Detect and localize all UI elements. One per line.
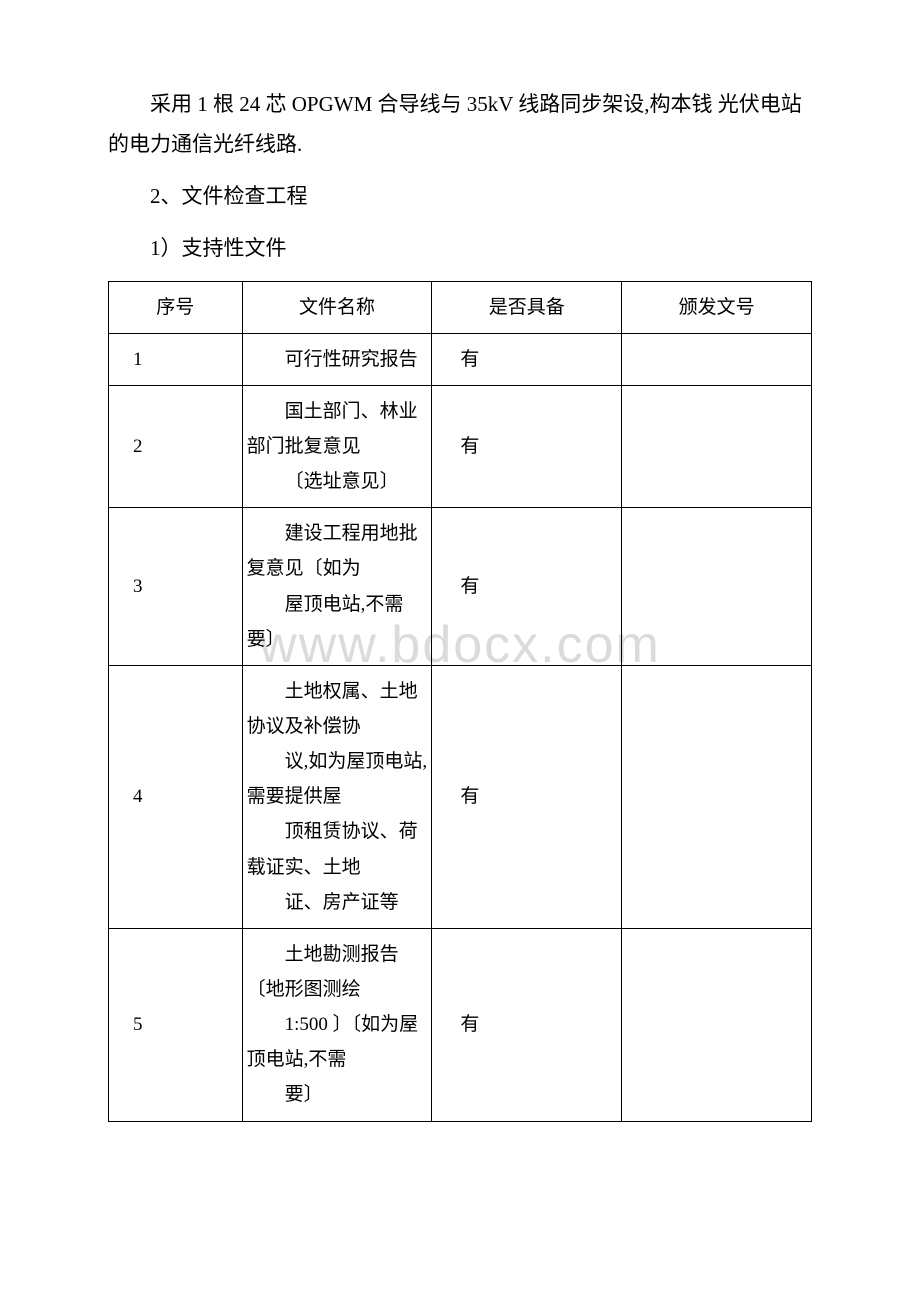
cell-status: 有 [432,385,622,507]
name-part: 屋顶电站,不需要〕 [247,587,428,657]
cell-docnum [622,385,812,507]
cell-status: 有 [432,928,622,1121]
name-part: 证、房产证等 [247,885,428,920]
name-part: 顶租赁协议、荷载证实、土地 [247,814,428,884]
cell-name: 土地勘测报告〔地形图测绘 1:500 〕〔如为屋顶电站,不需 要〕 [242,928,432,1121]
name-part: 国土部门、林业部门批复意见 [247,394,428,464]
header-name: 文件名称 [242,281,432,333]
header-seq: 序号 [109,281,243,333]
table-row: 5 土地勘测报告〔地形图测绘 1:500 〕〔如为屋顶电站,不需 要〕 有 [109,928,812,1121]
cell-seq: 5 [109,928,243,1121]
table-row: 2 国土部门、林业部门批复意见 〔选址意见〕 有 [109,385,812,507]
cell-docnum [622,665,812,928]
cell-seq: 3 [109,508,243,666]
name-part: 可行性研究报告 [247,342,428,377]
header-status: 是否具备 [432,281,622,333]
name-part: 土地勘测报告〔地形图测绘 [247,937,428,1007]
table-row: 3 建设工程用地批复意见〔如为 屋顶电站,不需要〕 有 [109,508,812,666]
cell-status: 有 [432,508,622,666]
cell-status: 有 [432,665,622,928]
name-part: 土地权属、土地协议及补偿协 [247,674,428,744]
cell-seq: 4 [109,665,243,928]
table-header-row: 序号 文件名称 是否具备 颁发文号 [109,281,812,333]
cell-docnum [622,333,812,385]
cell-name: 国土部门、林业部门批复意见 〔选址意见〕 [242,385,432,507]
paragraph-3: 1）支持性文件 [108,229,812,269]
name-part: 〔选址意见〕 [247,464,428,499]
cell-docnum [622,508,812,666]
paragraph-1: 采用 1 根 24 芯 OPGWM 合导线与 35kV 线路同步架设,构本钱 光… [108,85,812,165]
cell-name: 土地权属、土地协议及补偿协 议,如为屋顶电站,需要提供屋 顶租赁协议、荷载证实、… [242,665,432,928]
cell-seq: 1 [109,333,243,385]
cell-docnum [622,928,812,1121]
name-part: 1:500 〕〔如为屋顶电站,不需 [247,1007,428,1077]
name-part: 要〕 [247,1077,428,1112]
cell-seq: 2 [109,385,243,507]
cell-name: 建设工程用地批复意见〔如为 屋顶电站,不需要〕 [242,508,432,666]
name-part: 建设工程用地批复意见〔如为 [247,516,428,586]
table-row: 1 可行性研究报告 有 [109,333,812,385]
page-content: 采用 1 根 24 芯 OPGWM 合导线与 35kV 线路同步架设,构本钱 光… [108,85,812,1122]
name-part: 议,如为屋顶电站,需要提供屋 [247,744,428,814]
cell-status: 有 [432,333,622,385]
documents-table: 序号 文件名称 是否具备 颁发文号 1 可行性研究报告 有 2 国土部门、林业部… [108,281,812,1122]
table-row: 4 土地权属、土地协议及补偿协 议,如为屋顶电站,需要提供屋 顶租赁协议、荷载证… [109,665,812,928]
paragraph-2: 2、文件检查工程 [108,177,812,217]
cell-name: 可行性研究报告 [242,333,432,385]
header-docnum: 颁发文号 [622,281,812,333]
